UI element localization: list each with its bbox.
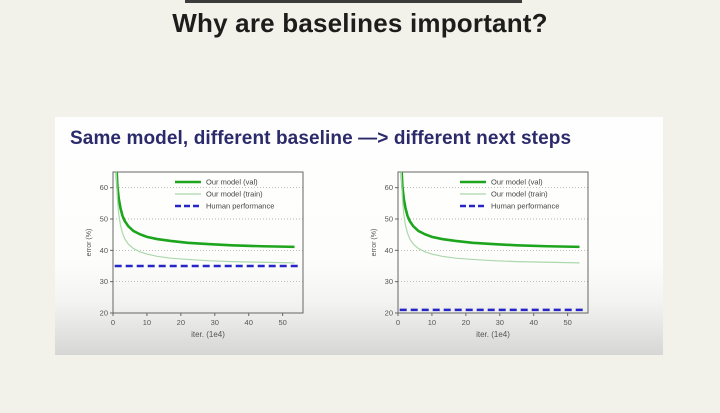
plot-frame [112, 171, 304, 314]
y-axis-label: error (%) [371, 229, 378, 257]
x-tick-label: 30 [211, 318, 219, 327]
y-tick-label: 60 [385, 183, 393, 192]
x-tick-label: 50 [563, 318, 571, 327]
x-tick-label: 0 [396, 318, 400, 327]
left-chart-svg: 20 30 40 50 60 0 10 20 30 40 50 iter. (1e4) error (%… [86, 171, 304, 339]
x-tick-label: 40 [530, 318, 538, 327]
series-line [115, 172, 295, 249]
legend-label: Our model (val) [491, 178, 543, 187]
x-tick-label: 30 [496, 318, 504, 327]
legend-label: Our model (train) [491, 190, 548, 199]
x-tick-label: 20 [177, 318, 185, 327]
x-axis-label: iter. (1e4) [191, 330, 225, 339]
x-tick-label: 10 [428, 318, 436, 327]
slide-title: Why are baselines important? [172, 8, 548, 38]
y-tick-label: 50 [385, 215, 393, 224]
x-axis-label: iter. (1e4) [476, 330, 510, 339]
y-tick-label: 20 [100, 309, 108, 318]
legend-label: Our model (val) [206, 178, 258, 187]
legend-label: Our model (train) [206, 190, 263, 199]
series-line [400, 172, 580, 249]
y-tick-label: 40 [385, 246, 393, 255]
x-tick-label: 20 [462, 318, 470, 327]
legend-label: Human performance [206, 202, 274, 211]
y-tick-label: 50 [100, 215, 108, 224]
x-tick-label: 40 [245, 318, 253, 327]
content-card: Same model, different baseline —> differ… [55, 117, 663, 355]
y-tick-label: 30 [100, 277, 108, 286]
y-tick-label: 30 [385, 277, 393, 286]
y-tick-label: 40 [100, 246, 108, 255]
top-crop-bar [185, 0, 522, 3]
legend-label: Human performance [491, 202, 559, 211]
y-axis-label: error (%) [86, 229, 93, 257]
y-tick-label: 20 [385, 309, 393, 318]
series-line [400, 172, 580, 264]
plot-frame [397, 171, 589, 314]
x-tick-label: 50 [278, 318, 286, 327]
error-chart-left: 20 30 40 50 60 0 10 20 30 40 50 iter. (1e4) error (%… [83, 166, 313, 341]
card-heading: Same model, different baseline —> differ… [70, 128, 572, 149]
right-chart-svg: 20 30 40 50 60 0 10 20 30 40 50 iter. (1e4) error (%… [371, 171, 589, 339]
x-tick-label: 0 [111, 318, 115, 327]
x-tick-label: 10 [143, 318, 151, 327]
series-line [115, 172, 295, 264]
error-chart-right: 20 30 40 50 60 0 10 20 30 40 50 iter. (1e4) error (%… [368, 166, 598, 341]
y-tick-label: 60 [100, 183, 108, 192]
